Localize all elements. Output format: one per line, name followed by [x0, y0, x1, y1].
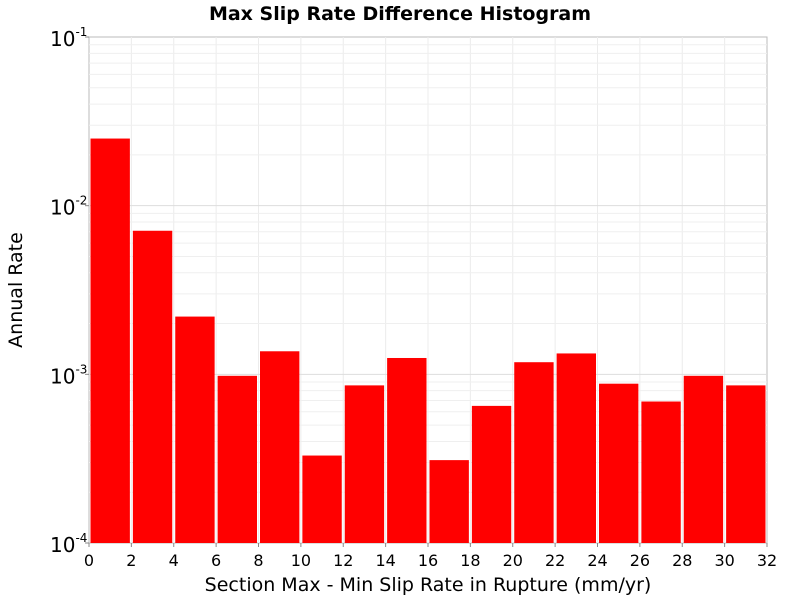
x-tick-label: 22: [545, 551, 565, 570]
histogram-bar: [387, 357, 427, 543]
y-tick-label: 10-3: [50, 362, 87, 388]
chart-title: Max Slip Rate Difference Histogram: [209, 3, 591, 25]
x-tick-label: 8: [253, 551, 263, 570]
y-axis-label: Annual Rate: [5, 232, 27, 348]
x-axis-label: Section Max - Min Slip Rate in Rupture (…: [205, 574, 652, 596]
histogram-bar: [641, 401, 681, 543]
histogram-bar: [599, 383, 639, 543]
x-tick-label: 24: [587, 551, 607, 570]
y-tick-label: 10-4: [50, 531, 87, 557]
histogram-bar: [344, 385, 385, 543]
x-tick-label: 30: [714, 551, 734, 570]
x-axis-ticks: 0 2 4 6 8 10 12 14 16 18 20 22 24 26 28 30 32: [84, 543, 777, 570]
x-tick-label: 12: [333, 551, 353, 570]
x-tick-label: 16: [418, 551, 438, 570]
x-tick-label: 20: [503, 551, 523, 570]
x-tick-label: 18: [460, 551, 480, 570]
x-tick-label: 0: [84, 551, 94, 570]
histogram-bar: [260, 351, 300, 543]
x-tick-label: 32: [757, 551, 777, 570]
bars: [90, 138, 766, 543]
x-tick-label: 28: [672, 551, 692, 570]
histogram-bar: [471, 405, 512, 543]
histogram-bar: [683, 375, 724, 543]
histogram-bar: [132, 230, 173, 543]
histogram-bar: [217, 375, 257, 543]
y-tick-label: 10-1: [50, 25, 87, 51]
histogram-bar: [514, 362, 554, 543]
y-axis-ticks: 10-1 10-2 10-3 10-4: [50, 25, 89, 557]
histogram-bar: [90, 138, 130, 543]
histogram-bar: [302, 455, 342, 543]
y-tick-label: 10-2: [50, 194, 87, 220]
x-tick-label: 6: [211, 551, 221, 570]
histogram-bar: [726, 385, 766, 543]
x-tick-label: 2: [126, 551, 136, 570]
x-tick-label: 4: [169, 551, 179, 570]
histogram-bar: [429, 460, 469, 543]
x-tick-label: 14: [375, 551, 395, 570]
x-tick-label: 10: [291, 551, 311, 570]
histogram-bar: [556, 353, 596, 543]
histogram-bar: [175, 316, 215, 543]
x-tick-label: 26: [630, 551, 650, 570]
